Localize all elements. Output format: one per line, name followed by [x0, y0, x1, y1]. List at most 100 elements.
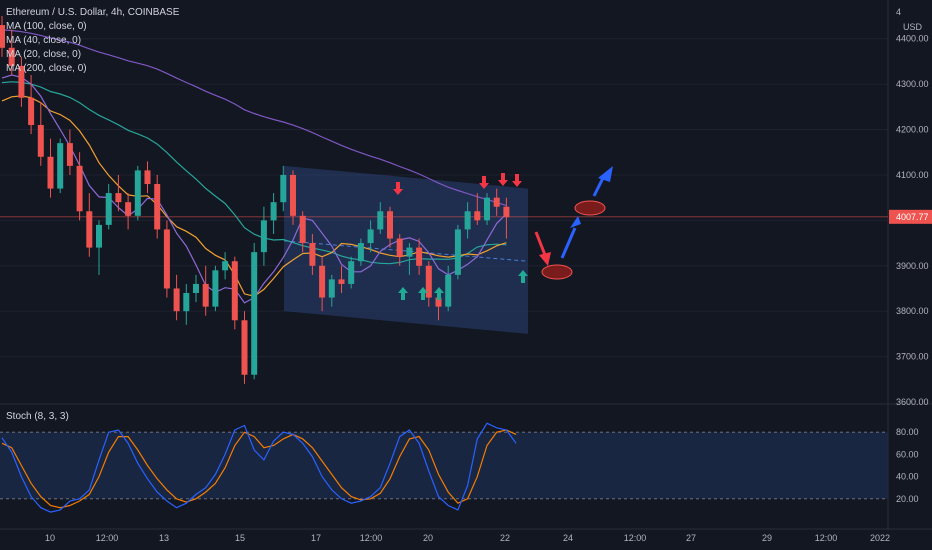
candle-body	[241, 320, 248, 375]
candle-body	[251, 252, 258, 375]
stoch-tick-label: 60.00	[896, 449, 919, 459]
candle-body	[105, 193, 112, 225]
stoch-tick-label: 20.00	[896, 494, 919, 504]
stoch-tick-label: 80.00	[896, 427, 919, 437]
legend-ma100: MA (100, close, 0)	[6, 21, 87, 32]
candle-body	[396, 238, 403, 257]
candle-body	[0, 25, 5, 48]
candle-body	[193, 283, 199, 294]
candle-body	[212, 270, 219, 307]
current-price-badge	[889, 209, 932, 224]
candle-body	[173, 288, 180, 312]
candle-body	[86, 211, 93, 248]
stoch-label: Stoch (8, 3, 3)	[6, 411, 69, 422]
time-tick-label: 12:00	[96, 533, 119, 543]
price-tick-label: 4400.00	[896, 34, 929, 44]
legend-ma40: MA (40, close, 0)	[6, 35, 82, 46]
channel-midline	[283, 240, 529, 262]
candle-body	[231, 261, 238, 321]
time-tick-label: 12:00	[360, 533, 383, 543]
stoch-pane	[0, 422, 888, 513]
annotations	[393, 166, 613, 300]
time-tick-label: 13	[159, 533, 169, 543]
teal-up-arrow	[518, 270, 528, 283]
channel-area	[284, 165, 528, 334]
candle-body	[280, 174, 287, 203]
price-channel	[0, 165, 888, 334]
candle-body	[299, 215, 306, 244]
candle-body	[290, 174, 296, 216]
red-down-arrow	[512, 174, 522, 187]
candle-body	[425, 265, 432, 298]
candle-body	[454, 229, 461, 275]
chart-legend: Ethereum / U.S. Dollar, 4h, COINBASE MA …	[6, 6, 179, 76]
price-tick-label: 3600.00	[896, 397, 929, 407]
candle-body	[474, 211, 481, 221]
price-tick-label: 4100.00	[896, 170, 929, 180]
candle-body	[416, 247, 423, 266]
price-axis-top: 4	[896, 7, 901, 17]
time-tick-label: 10	[45, 533, 55, 543]
candle-body	[493, 197, 500, 207]
candle-body	[154, 184, 161, 230]
price-tick-label: 4300.00	[896, 79, 929, 89]
candle-body	[503, 206, 510, 218]
candle-body	[348, 261, 355, 284]
price-tick-label: 4200.00	[896, 125, 929, 135]
candle-body	[8, 47, 15, 66]
candle-body	[125, 202, 132, 216]
projection-arrow-up-2-head	[598, 166, 613, 182]
time-tick-label: 27	[686, 533, 696, 543]
candle-body	[270, 202, 277, 221]
target-ellipse-low	[541, 264, 573, 280]
time-tick-label: 12:00	[624, 533, 647, 543]
price-tick-label: 3700.00	[896, 352, 929, 362]
candle-body	[260, 220, 267, 253]
teal-up-arrow	[398, 287, 408, 300]
projection-arrow-down-head	[539, 252, 551, 266]
time-tick-label: 22	[500, 533, 510, 543]
candle-body	[202, 283, 209, 307]
candle-body	[338, 279, 345, 284]
price-tick-label: 3900.00	[896, 261, 929, 271]
target-ellipse-high	[574, 200, 606, 216]
time-tick-label: 15	[235, 533, 245, 543]
time-tick-label: 24	[563, 533, 573, 543]
red-down-arrow	[479, 176, 489, 189]
candle-body	[163, 229, 170, 289]
stoch-band	[0, 432, 888, 499]
candle-body	[222, 261, 229, 271]
time-tick-label: 29	[762, 533, 772, 543]
candle-body	[406, 247, 413, 257]
candle-body	[309, 243, 316, 266]
candle-body	[435, 297, 442, 307]
projection-arrow-up-1	[560, 227, 577, 259]
candle-body	[484, 197, 490, 221]
candle-body	[183, 293, 190, 312]
candle-body	[387, 211, 393, 239]
teal-up-arrow	[418, 287, 428, 300]
candle-body	[115, 193, 122, 203]
stoch-tick-label: 40.00	[896, 472, 919, 482]
candle-body	[357, 243, 364, 262]
price-axis-unit: USD	[903, 22, 923, 32]
candle-body	[66, 143, 73, 166]
candle-body	[47, 156, 54, 189]
legend-title: Ethereum / U.S. Dollar, 4h, COINBASE	[6, 7, 180, 18]
axes: 4400.00 4300.00 4200.00 4100.00 3900.00 3800.…	[0, 7, 932, 543]
candle-body	[144, 170, 151, 185]
candle-body	[367, 229, 374, 244]
time-tick-label: 12:00	[815, 533, 838, 543]
red-down-arrow	[498, 173, 508, 186]
time-tick-label: 2022	[870, 533, 890, 543]
stoch-k-line	[1, 422, 517, 513]
candle-body	[328, 279, 335, 298]
projection-arrow-up-1-head	[570, 216, 581, 228]
legend-ma20: MA (20, close, 0)	[6, 49, 82, 60]
candle-body	[134, 170, 141, 216]
candle-body	[96, 224, 102, 248]
candle-body	[76, 165, 83, 212]
candle-body	[37, 124, 44, 157]
candle-body	[28, 97, 35, 125]
